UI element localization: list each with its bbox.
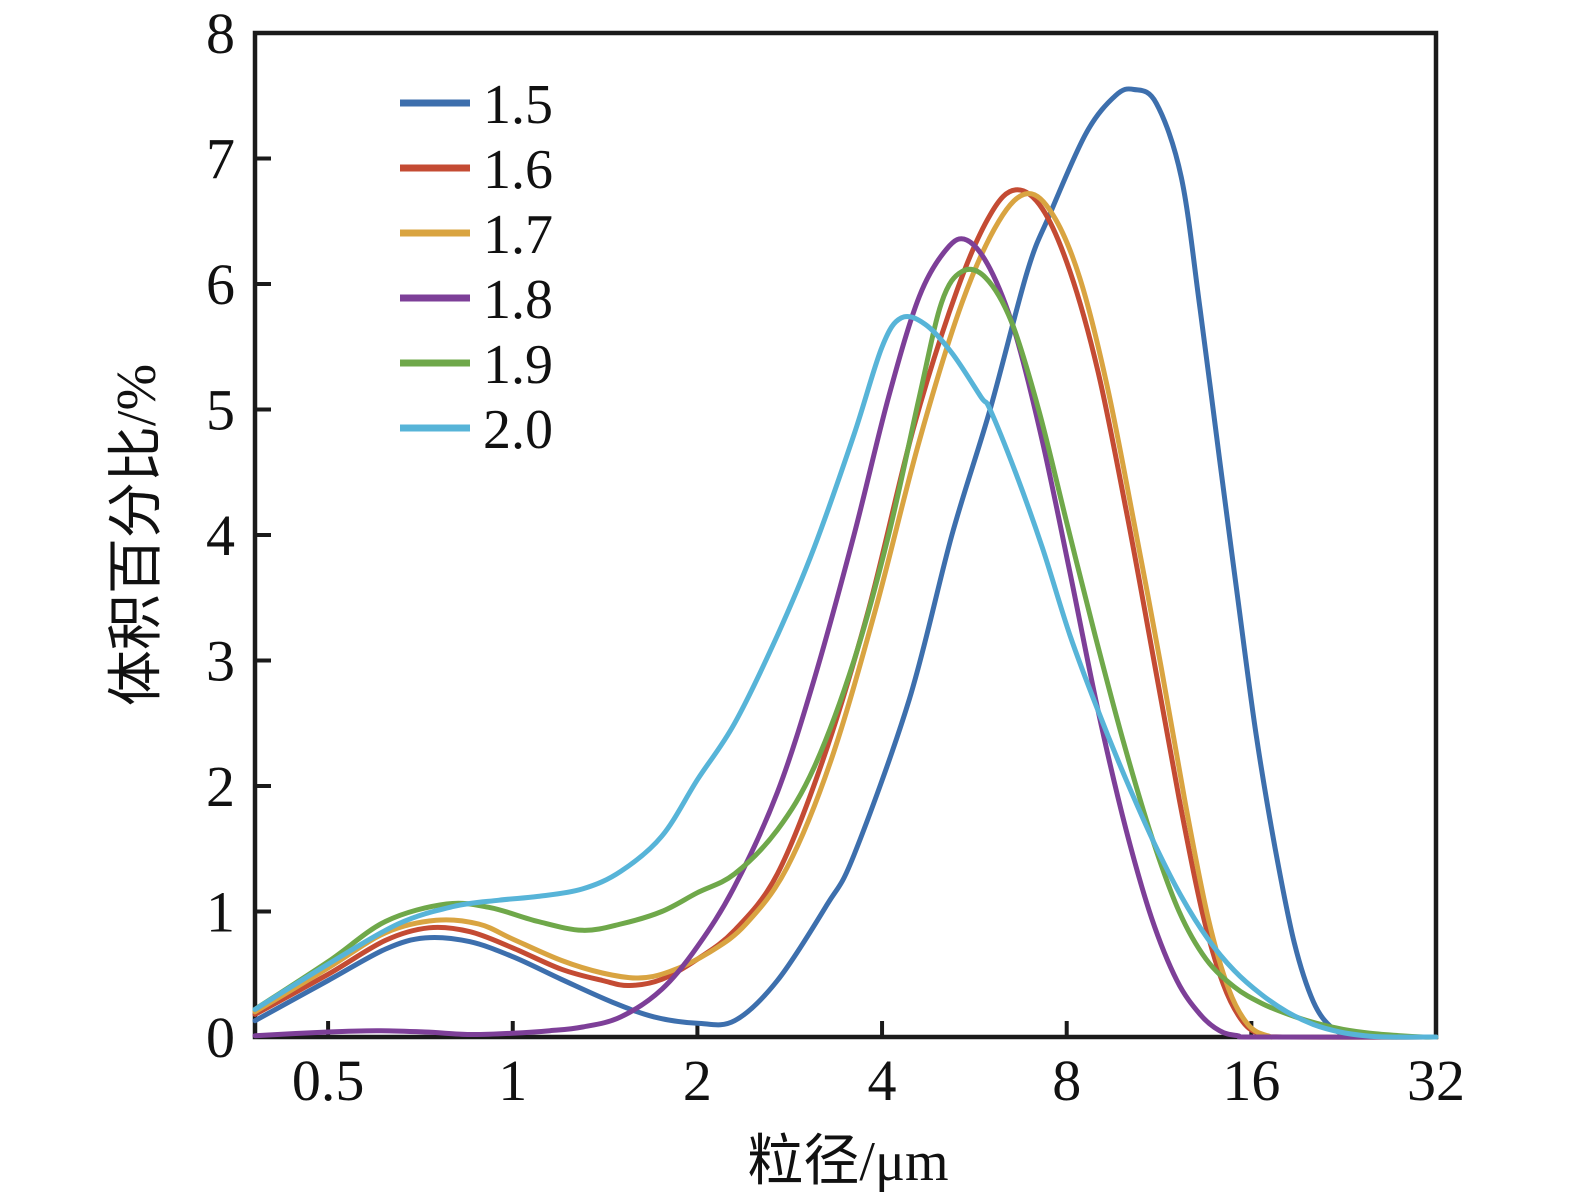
x-tick-label: 32 [1407,1048,1465,1113]
y-tick-label: 2 [206,754,235,819]
x-axis-title: 粒径/μm [747,1131,948,1193]
series-line-2.0 [252,313,1439,1040]
legend-item-1.9: 1.9 [400,334,553,396]
legend-label-1.9: 1.9 [483,334,553,396]
series-line-1.5 [252,86,1439,1040]
legend-label-1.7: 1.7 [483,204,553,266]
legend: 1.51.61.71.81.92.0 [400,74,553,461]
legend-label-1.5: 1.5 [483,74,553,136]
series-line-1.6 [252,187,1439,1040]
legend-item-1.6: 1.6 [400,139,553,201]
y-tick-label: 7 [206,127,235,192]
series-curves [252,86,1439,1040]
y-axis-title: 体积百分比/% [106,364,168,706]
legend-label-2.0: 2.0 [483,399,553,461]
y-tick-label: 3 [206,629,235,694]
axis-tick-marks [255,156,1254,1037]
series-line-1.8 [252,236,1439,1040]
x-tick-label: 4 [868,1048,897,1113]
y-tick-label: 5 [206,378,235,443]
legend-item-1.7: 1.7 [400,204,553,266]
legend-item-1.8: 1.8 [400,269,553,331]
x-tick-label: 16 [1222,1048,1280,1113]
plot-frame [252,30,1439,1040]
legend-label-1.6: 1.6 [483,139,553,201]
x-tick-label: 2 [683,1048,712,1113]
series-line-1.9 [252,266,1439,1040]
series-line-1.7 [252,191,1439,1040]
y-tick-label: 0 [206,1005,235,1070]
legend-item-1.5: 1.5 [400,74,553,136]
y-tick-label: 6 [206,252,235,317]
x-tick-label: 0.5 [292,1048,365,1113]
legend-item-2.0: 2.0 [400,399,553,461]
legend-label-1.8: 1.8 [483,269,553,331]
y-tick-label: 8 [206,1,235,66]
y-tick-label: 4 [206,503,235,568]
x-tick-label: 8 [1052,1048,1081,1113]
axis-tick-labels: 0.5 1 2 4 8 16 32 0 1 2 3 4 5 6 7 8 [206,1,1465,1113]
x-tick-label: 1 [498,1048,527,1113]
y-tick-label: 1 [206,880,235,945]
